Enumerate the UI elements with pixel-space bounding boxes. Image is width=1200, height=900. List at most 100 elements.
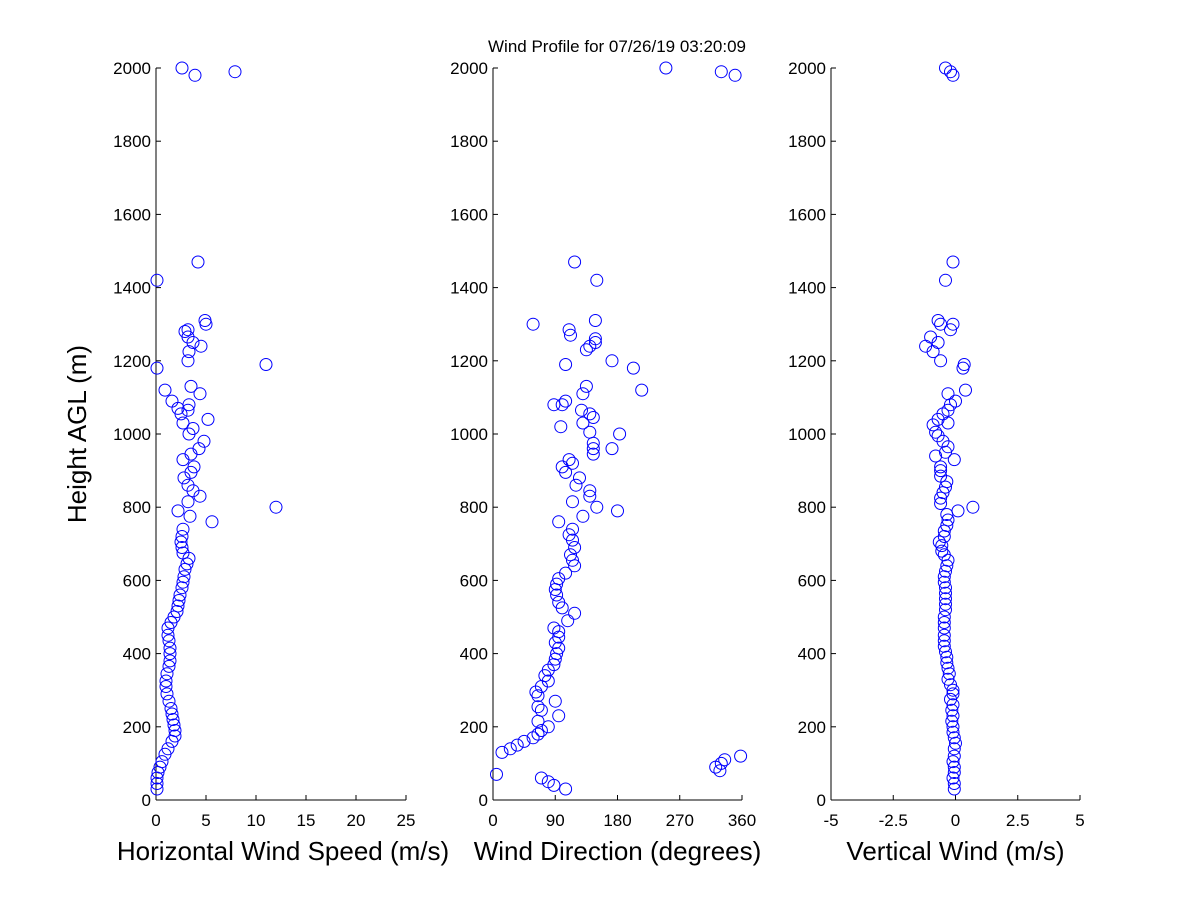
- data-point: [162, 659, 176, 673]
- data-point: [583, 425, 597, 439]
- y-tick-label: 2000: [113, 59, 151, 78]
- data-point: [576, 387, 590, 401]
- data-point: [168, 724, 182, 737]
- y-tick-label: 800: [460, 498, 488, 517]
- data-point: [590, 500, 604, 514]
- x-axis-label: Horizontal Wind Speed (m/s): [117, 836, 449, 866]
- x-tick-label: 10: [247, 811, 266, 830]
- data-point: [941, 661, 955, 675]
- data-point: [150, 777, 164, 790]
- data-point: [929, 449, 943, 463]
- data-point: [659, 61, 673, 75]
- data-point: [568, 255, 582, 269]
- panel-vertical-wind: 0 200 400 600 800 1000 1200 1400 1600 1800 2000 -5 -…: [788, 59, 1085, 866]
- data-point: [181, 354, 195, 368]
- data-point: [588, 332, 602, 346]
- y-tick-label: 1600: [450, 205, 488, 224]
- data-point: [946, 771, 960, 785]
- y-tick-label: 0: [479, 791, 488, 810]
- y-tick-label: 1800: [788, 132, 826, 151]
- x-tick-label: 20: [347, 811, 366, 830]
- data-point: [947, 782, 961, 796]
- data-point: [939, 603, 952, 617]
- data-point: [160, 667, 174, 681]
- data-point: [945, 703, 959, 717]
- x-tick-label: 5: [1075, 811, 1084, 830]
- data-point: [552, 709, 566, 723]
- data-point: [547, 398, 561, 412]
- data-point: [588, 336, 602, 349]
- data-point: [197, 434, 211, 448]
- data-point: [552, 595, 566, 609]
- data-point: [734, 749, 748, 763]
- data-point: [160, 687, 174, 701]
- data-point: [931, 314, 945, 327]
- panel-wind-direction: 0 200 400 600 800 1000 1200 1400 1600 1800 2000 0 90…: [450, 59, 761, 866]
- data-point: [562, 323, 576, 337]
- data-point: [495, 745, 509, 759]
- data-point: [941, 513, 955, 527]
- data-point: [924, 330, 938, 344]
- data-point: [941, 672, 955, 686]
- data-point: [613, 427, 627, 441]
- data-point: [947, 749, 961, 763]
- data-point: [934, 469, 948, 483]
- data-point: [526, 731, 540, 745]
- data-point: [944, 323, 957, 337]
- x-axis-label: Vertical Wind (m/s): [846, 836, 1064, 866]
- data-point: [946, 683, 960, 697]
- data-point: [934, 354, 948, 368]
- data-point: [184, 379, 198, 393]
- data-point: [605, 354, 619, 368]
- data-point: [174, 535, 188, 549]
- data-point: [198, 314, 212, 327]
- data-point: [552, 515, 566, 529]
- data-point: [611, 504, 624, 518]
- x-tick-label: 180: [603, 811, 631, 830]
- y-tick-label: 0: [142, 791, 151, 810]
- data-point: [562, 453, 576, 467]
- panel-horizontal-wind-speed: 0 200 400 600 800 1000 1200 1400 1600 1800 2000 0 5 1…: [113, 59, 449, 866]
- data-point: [934, 460, 948, 474]
- y-tick-label: 1000: [113, 425, 151, 444]
- data-point: [588, 314, 602, 327]
- data-point: [259, 358, 273, 371]
- data-point: [966, 500, 980, 514]
- data-point: [534, 703, 548, 717]
- data-point: [162, 694, 176, 708]
- y-tick-label: 1200: [788, 352, 826, 371]
- data-point: [187, 460, 201, 474]
- data-point: [161, 742, 175, 756]
- y-tick-label: 600: [123, 571, 151, 590]
- data-point: [541, 775, 555, 789]
- data-point: [940, 656, 954, 670]
- y-tick-label: 1000: [450, 425, 488, 444]
- data-point: [181, 323, 195, 337]
- data-point: [181, 495, 195, 509]
- data-point: [579, 343, 593, 357]
- data-point: [559, 394, 573, 408]
- data-point: [942, 667, 956, 681]
- data-point: [937, 634, 951, 648]
- data-point: [164, 702, 178, 715]
- y-tick-label: 0: [817, 791, 826, 810]
- y-tick-label: 1200: [113, 352, 151, 371]
- data-point: [728, 68, 742, 82]
- data-point: [555, 398, 569, 412]
- data-point: [228, 65, 242, 79]
- data-point: [946, 709, 960, 723]
- data-point: [183, 509, 197, 523]
- data-point: [188, 68, 202, 82]
- y-tick-label: 1400: [450, 279, 488, 298]
- y-tick-label: 1600: [113, 205, 151, 224]
- data-point: [586, 447, 600, 461]
- data-point: [568, 541, 582, 554]
- data-point: [944, 678, 957, 692]
- data-point: [945, 714, 959, 728]
- data-point: [947, 777, 961, 790]
- data-point: [937, 621, 951, 635]
- data-point: [937, 548, 951, 562]
- data-point: [951, 504, 965, 518]
- data-point: [155, 755, 169, 769]
